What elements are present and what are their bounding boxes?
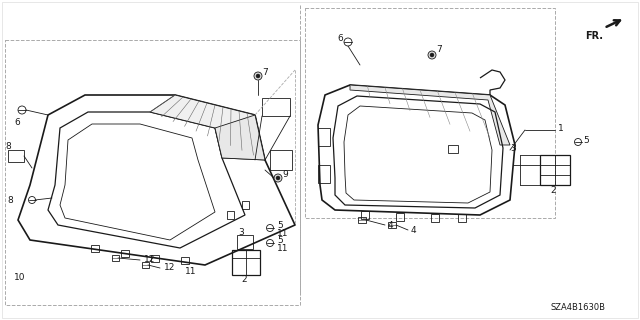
Polygon shape <box>350 85 510 145</box>
Text: 6: 6 <box>337 34 343 43</box>
Text: 12: 12 <box>144 255 156 265</box>
Text: FR.: FR. <box>585 31 603 41</box>
Bar <box>318 165 330 183</box>
Text: 4: 4 <box>411 226 417 235</box>
Circle shape <box>254 72 262 80</box>
Bar <box>388 222 396 228</box>
Text: 3: 3 <box>238 228 244 236</box>
Text: 5: 5 <box>277 220 283 229</box>
Bar <box>396 213 404 221</box>
Text: 8: 8 <box>5 141 11 150</box>
Text: 7: 7 <box>436 44 442 53</box>
Text: 11: 11 <box>185 268 196 276</box>
Text: 8: 8 <box>7 196 13 204</box>
Text: 12: 12 <box>164 263 175 273</box>
Circle shape <box>274 174 282 182</box>
Text: 11: 11 <box>277 228 289 237</box>
Polygon shape <box>215 115 265 160</box>
Text: 5: 5 <box>277 236 283 244</box>
Circle shape <box>266 225 273 231</box>
Bar <box>305 8 555 218</box>
Circle shape <box>430 53 434 57</box>
Circle shape <box>428 51 436 59</box>
Text: 3: 3 <box>510 143 516 153</box>
Bar <box>270 150 292 170</box>
Text: 7: 7 <box>262 68 268 76</box>
Bar <box>237 235 253 249</box>
Bar <box>431 214 439 222</box>
Text: SZA4B1630B: SZA4B1630B <box>550 303 605 312</box>
Text: 2: 2 <box>550 186 556 195</box>
Bar <box>121 250 129 257</box>
Bar <box>181 257 189 264</box>
Circle shape <box>266 239 273 246</box>
Bar <box>91 245 99 252</box>
Bar <box>242 201 249 209</box>
Circle shape <box>344 38 352 46</box>
Text: 5: 5 <box>583 135 589 145</box>
Bar <box>262 98 290 116</box>
Bar <box>227 211 234 219</box>
Bar <box>112 255 119 261</box>
Text: 4: 4 <box>388 220 394 229</box>
Bar <box>540 155 570 185</box>
Bar <box>361 211 369 219</box>
Bar <box>318 128 330 146</box>
Bar <box>458 214 466 222</box>
Bar <box>232 250 260 275</box>
Text: 2: 2 <box>241 276 247 284</box>
Circle shape <box>18 106 26 114</box>
Circle shape <box>256 74 260 78</box>
Circle shape <box>575 139 582 146</box>
Text: 11: 11 <box>277 244 289 252</box>
Bar <box>8 150 24 162</box>
Bar <box>358 217 366 223</box>
Bar <box>5 40 300 305</box>
Bar <box>448 145 458 153</box>
Circle shape <box>276 176 280 180</box>
Bar <box>142 262 149 268</box>
Text: 10: 10 <box>14 274 26 283</box>
Circle shape <box>29 196 35 204</box>
Text: 6: 6 <box>14 117 20 126</box>
Bar <box>151 255 159 262</box>
Text: 9: 9 <box>282 170 288 179</box>
Polygon shape <box>150 95 265 160</box>
Text: 1: 1 <box>558 124 564 132</box>
